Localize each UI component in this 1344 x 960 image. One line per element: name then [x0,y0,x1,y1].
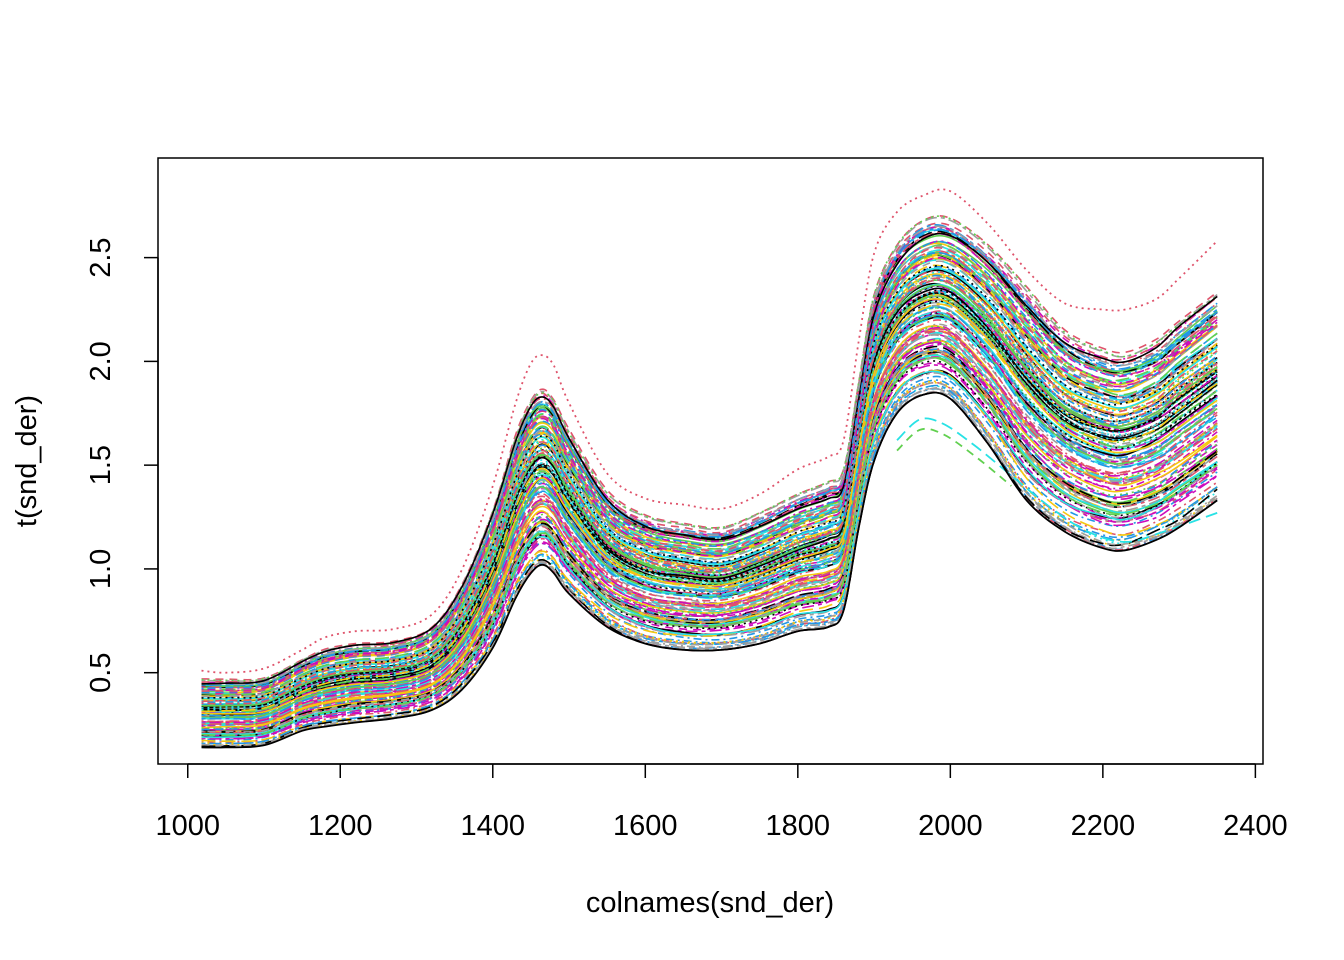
spectrum-line [201,312,1218,716]
spectrum-line [201,345,1218,733]
spectrum-line [201,246,1218,693]
spectrum-line [201,260,1218,698]
spectrum-line [201,297,1218,713]
x-tick-label: 1400 [461,810,526,842]
spectrum-line [201,249,1218,696]
spectrum-line-outlier [896,417,1218,543]
x-tick-label: 1000 [155,810,220,842]
spectrum-line [201,259,1218,697]
spectrum-line [201,370,1218,739]
spectrum-line [201,240,1218,690]
x-tick-label: 2400 [1223,810,1288,842]
spectrum-line [201,253,1218,696]
spectrum-line [201,328,1218,726]
spectrum-line [201,279,1218,705]
spectrum-line [201,342,1218,731]
y-tick-label: 2.5 [85,237,117,277]
y-axis: 0.5 1.0 1.5 2.0 2.5 [85,237,159,693]
spectrum-line [201,339,1218,729]
spectrum-line [201,326,1218,724]
spectrum-line [201,306,1218,717]
y-tick-label: 2.0 [85,341,117,381]
spectrum-line-lower-envelope [201,391,1218,749]
spectrum-line [201,337,1218,727]
x-axis-title: colnames(snd_der) [586,887,834,919]
spectrum-line [201,251,1218,693]
spectrum-line [201,311,1218,720]
spectrum-line [201,232,1218,685]
spectrum-line [201,375,1218,741]
spectrum-line [201,381,1218,743]
spectrum-line [201,339,1218,730]
x-tick-label: 2200 [1071,810,1136,842]
spectrum-line [201,295,1218,713]
spectrum-line [201,298,1218,715]
y-tick-label: 1.5 [85,445,117,485]
y-tick-label: 1.0 [85,549,117,589]
spectrum-line [201,348,1218,731]
spectrum-line [201,225,1218,686]
series-layer [201,188,1218,749]
spectrum-line [201,266,1218,697]
spectrum-line [201,284,1218,707]
spectrum-line [201,314,1218,720]
y-axis-title: t(snd_der) [11,395,43,527]
x-axis: 1000 1200 1400 1600 1800 2000 2200 2400 [155,763,1288,842]
spectrum-line [201,264,1218,699]
spectrum-line [201,295,1218,710]
spectrum-line [201,300,1218,711]
x-tick-label: 2000 [918,810,983,842]
x-tick-label: 1800 [766,810,831,842]
spectrum-line [201,356,1218,737]
spectrum-line [201,224,1218,686]
x-tick-label: 1200 [308,810,373,842]
spectrum-line [201,240,1218,689]
spectrum-line [201,362,1218,739]
spectrum-line [201,349,1218,733]
spectrum-line [201,331,1218,725]
spectrum-line [201,348,1218,734]
spectrum-line [201,369,1218,743]
x-tick-label: 1600 [613,810,678,842]
spectrum-line [201,323,1218,721]
spectrum-line [201,216,1218,682]
spectrum-line [201,232,1218,689]
y-tick-label: 0.5 [85,653,117,693]
spectrum-line [201,225,1218,688]
spectrum-line [201,319,1218,723]
spectrum-line [201,291,1218,707]
spectrum-line [201,249,1218,692]
spectrum-line [201,231,1218,689]
spectrum-line [201,292,1218,709]
spectrum-line [201,382,1218,747]
spectrum-line [201,277,1218,703]
spectrum-line [201,215,1218,681]
spectrum-line [201,287,1218,711]
